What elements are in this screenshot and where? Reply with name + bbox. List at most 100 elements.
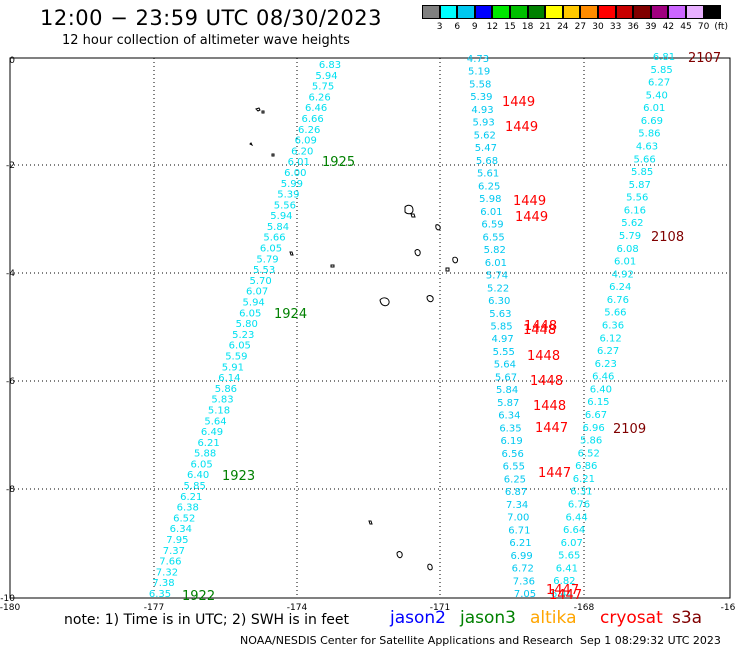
swh-value: 6.82 (553, 576, 575, 587)
swh-value: 6.55 (503, 462, 525, 473)
time-label: 1447 (535, 421, 568, 436)
swh-value: 7.36 (513, 576, 535, 587)
x-tick-label: -171 (430, 603, 450, 613)
swh-value: 6.21 (180, 492, 202, 503)
colorbar-label: 21 (539, 22, 551, 32)
swh-value: 6.05 (239, 308, 261, 319)
colorbar-label: 27 (574, 22, 587, 32)
colorbar-label: 45 (680, 22, 692, 32)
swh-value: 5.88 (194, 449, 216, 460)
swh-value: 6.64 (563, 525, 585, 536)
island-outline (249, 107, 458, 571)
swh-value: 6.00 (284, 168, 306, 179)
time-label: 1448 (533, 399, 566, 414)
swh-value: 6.40 (187, 470, 209, 481)
swh-value: 7.34 (506, 500, 528, 511)
swh-value: 6.21 (573, 474, 595, 485)
time-label: 1449 (515, 210, 548, 225)
y-tick-label: -8 (6, 485, 15, 495)
page-title: 12:00 − 23:59 UTC 08/30/2023 (40, 6, 383, 30)
swh-value: 5.53 (253, 265, 275, 276)
swh-value: 7.95 (166, 535, 188, 546)
swh-value: 6.69 (641, 116, 663, 127)
colorbar-swatch (703, 5, 722, 19)
colorbar-swatch (527, 5, 546, 19)
swh-value: 6.15 (587, 397, 609, 408)
swh-value: 6.86 (575, 461, 597, 472)
swh-value: 5.22 (487, 283, 509, 294)
axis-labels: -180 -177 -174 -171 -168 -16 0 -2 -4 -6 -8 -10 (0, 56, 736, 613)
time-labels: 2107210821091449144914491449144814481448… (182, 51, 721, 604)
swh-value: 5.67 (495, 372, 517, 383)
swh-value: 5.55 (493, 347, 515, 358)
swh-value: 6.07 (561, 538, 583, 549)
swh-value: 5.62 (474, 130, 496, 141)
swh-value: 6.07 (246, 287, 268, 298)
swh-value: 7.38 (152, 578, 174, 589)
swh-value: 6.76 (568, 500, 590, 511)
colorbar-swatch (562, 5, 581, 19)
swh-value: 6.34 (498, 411, 520, 422)
swh-value: 6.24 (609, 282, 631, 293)
swh-value: 6.01 (643, 103, 665, 114)
time-label: 2109 (613, 422, 646, 437)
colorbar-label: 70 (697, 22, 710, 32)
swh-value: 6.49 (201, 427, 223, 438)
swh-value: 5.86 (580, 436, 602, 447)
swh-value: 5.62 (621, 218, 643, 229)
swh-value: 4.92 (612, 269, 634, 280)
swh-value: 6.01 (480, 207, 502, 218)
swh-value: 5.87 (497, 398, 519, 409)
swh-value: 5.56 (274, 200, 296, 211)
swh-value: 5.94 (243, 298, 265, 309)
colorbar-swatch (615, 5, 634, 19)
colorbar-swatch (650, 5, 669, 19)
time-label: 1447 (538, 466, 571, 481)
swh-value: 6.96 (582, 423, 604, 434)
swh-value: 5.98 (479, 194, 501, 205)
x-tick-label: -174 (287, 603, 308, 613)
swh-value: 6.52 (173, 513, 195, 524)
swh-value: 5.80 (236, 319, 258, 330)
colorbar-swatch (668, 5, 686, 19)
time-label: 1448 (530, 374, 563, 389)
swh-value: 6.01 (288, 157, 310, 168)
colorbar-swatch (685, 5, 704, 19)
swh-value: 5.56 (626, 193, 648, 204)
swh-value: 6.01 (614, 257, 636, 268)
x-tick-label: -177 (144, 603, 164, 613)
swh-value: 5.86 (638, 129, 660, 140)
swh-value: 5.93 (472, 118, 494, 129)
credit-timestamp: Sep 1 08:29:32 UTC 2023 (580, 634, 721, 647)
swh-value: 6.46 (592, 372, 614, 383)
swh-value: 5.47 (475, 143, 497, 154)
x-tick-label: -16 (721, 603, 736, 613)
swh-value: 5.63 (489, 309, 511, 320)
x-tick-label: -180 (0, 603, 20, 613)
swh-value: 6.44 (551, 589, 573, 600)
swh-value: 4.73 (467, 54, 489, 65)
swh-value: 5.85 (490, 322, 512, 333)
colorbar-label: 18 (521, 22, 534, 32)
swh-value: 5.70 (249, 276, 271, 287)
colorbar-label: 39 (645, 22, 657, 32)
legend-altika: altika (530, 608, 577, 628)
swh-value: 6.19 (500, 436, 522, 447)
swh-value: 5.83 (211, 395, 233, 406)
swh-value: 6.20 (291, 146, 313, 157)
time-label: 2107 (688, 51, 721, 66)
swh-value: 5.59 (225, 351, 247, 362)
swh-value: 5.86 (215, 384, 237, 395)
swh-value: 6.21 (509, 538, 531, 549)
swh-value: 5.74 (486, 271, 508, 282)
swh-value: 6.72 (512, 564, 534, 575)
swh-value: 5.39 (277, 190, 299, 201)
swh-value: 6.76 (607, 295, 629, 306)
swh-value: 6.27 (597, 346, 619, 357)
swh-value: 6.26 (308, 92, 330, 103)
swh-value: 6.14 (218, 373, 240, 384)
swh-value: 5.40 (646, 90, 668, 101)
swh-value: 6.87 (505, 487, 527, 498)
colorbar-label: 30 (592, 22, 604, 32)
